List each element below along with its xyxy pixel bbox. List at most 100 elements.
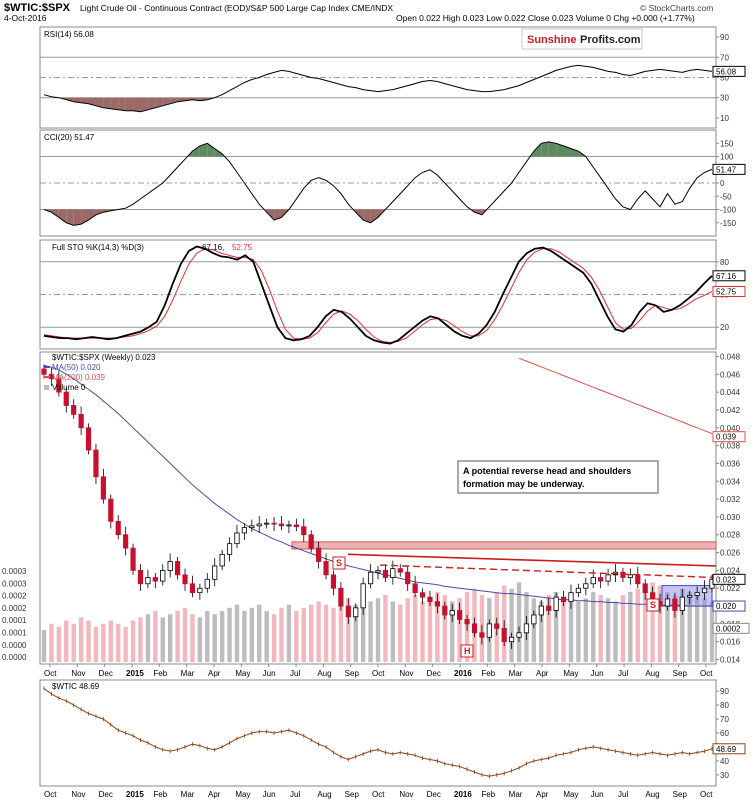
price-tick-label: 0.022 [720, 584, 741, 593]
volume-bar [145, 614, 151, 662]
volume-tick-label: 0.0003 [2, 567, 27, 576]
wtic-x-label: Aug [317, 790, 331, 799]
volume-bar [101, 623, 106, 662]
candle-body [367, 571, 374, 585]
stochastic-legend: Full STO %K(14,3) %D(3) [52, 243, 144, 252]
candle-body [249, 525, 255, 529]
price-x-label: May [235, 669, 250, 678]
volume-tick-label: 0.0000 [2, 641, 27, 650]
pattern-marker-box [332, 556, 346, 570]
wtic-x-label: Apr [536, 790, 549, 799]
candle-body [397, 568, 403, 573]
candle-body [598, 577, 604, 582]
candle-body [375, 570, 381, 573]
volume-bar [219, 611, 225, 662]
rsi-tick-label: 10 [720, 114, 729, 123]
volume-bar [138, 617, 143, 662]
volume-bar [294, 611, 299, 662]
candle-body [427, 596, 433, 603]
price-tick-label: 0.036 [720, 459, 741, 468]
candle-body [538, 605, 544, 616]
rsi-oversold-fill [110, 97, 119, 110]
volume-bar [576, 601, 581, 662]
cci-overbought-fill [199, 143, 208, 157]
volume-bar [153, 611, 158, 662]
candle-body [93, 449, 99, 478]
cci-overbought-fill [533, 143, 542, 157]
cci-tick-label: 0 [720, 179, 725, 188]
volume-bar [190, 614, 195, 662]
cci-overbought-fill [207, 143, 215, 157]
wtic-x-label: Jul [618, 790, 628, 799]
volume-bar [709, 601, 715, 662]
price-x-label: Oct [372, 669, 385, 678]
ma200-last-box [712, 431, 746, 443]
candle-body [115, 520, 121, 536]
volume-bar [331, 607, 336, 662]
price-x-label: Feb [481, 669, 495, 678]
wtic-x-label: Sep [345, 790, 360, 799]
price-tick-label: 0.028 [720, 531, 741, 540]
price-x-label: Nov [399, 669, 413, 678]
candle-body [382, 570, 389, 578]
candle-body [679, 596, 685, 611]
pattern-marker-label: S [650, 600, 656, 610]
brand-label: © StockCharts.com [640, 3, 713, 13]
volume-bar [591, 591, 596, 662]
volume-bar [234, 604, 240, 662]
ma200-line [518, 357, 713, 435]
volume-bar [257, 604, 262, 662]
volume-bar [687, 591, 692, 662]
price-x-label: Aug [645, 669, 659, 678]
candle-body [204, 578, 210, 589]
volume-bar [64, 620, 69, 662]
volume-bar [123, 626, 128, 662]
wtic-x-label: 2016 [454, 790, 472, 799]
cci-oversold-fill [474, 209, 482, 215]
volume-bar [212, 614, 217, 662]
candle-body [264, 522, 270, 525]
price-x-label: Jul [618, 669, 628, 678]
price-x-label: Feb [153, 669, 167, 678]
candle-body [130, 547, 136, 571]
volume-bar [316, 601, 321, 662]
ma50-last-box [712, 600, 746, 612]
rsi-last-label: 56.08 [716, 67, 737, 76]
volume-bar [71, 623, 76, 662]
wtic-x-label: Nov [399, 790, 413, 799]
wtic-x-label: Dec [99, 790, 113, 799]
volume-bar [420, 601, 425, 662]
volume-bar [116, 623, 121, 662]
price-x-label: Dec [427, 669, 441, 678]
candle-body [501, 627, 507, 643]
volume-tick-label: 0.0002 [2, 592, 27, 601]
volume-bar [583, 598, 589, 662]
resistance-zone [291, 541, 717, 550]
volume-bar [605, 598, 611, 662]
rsi-oversold-fill [103, 97, 111, 109]
volume-tick-label: 0.0000 [2, 653, 27, 662]
candle-body [353, 607, 359, 618]
candle-body [531, 614, 537, 625]
candle-body [449, 610, 455, 616]
price-x-label: Jul [290, 669, 300, 678]
price-legend: $WTIC:$SPX (Weekly) 0.023 [52, 353, 156, 362]
price-x-label: Apr [536, 669, 549, 678]
candle-body [494, 623, 500, 629]
candle-body [568, 592, 574, 603]
wtic-x-label: Oct [44, 790, 57, 799]
candle-body [701, 587, 708, 594]
candle-body [553, 596, 559, 611]
pattern-marker-box [646, 598, 660, 612]
rsi-tick-label: 90 [720, 33, 729, 42]
candle-body [160, 570, 166, 582]
candle-body [575, 587, 582, 594]
cci-oversold-fill [370, 209, 378, 223]
stochastic-k-value: 67.16, [202, 243, 224, 252]
candle-body [620, 571, 626, 578]
rsi-tick-label: 50 [720, 74, 729, 83]
price-x-label: Oct [44, 669, 57, 678]
wtic-x-label: Oct [700, 790, 713, 799]
cci-oversold-fill [88, 209, 96, 221]
volume-bar [264, 611, 269, 662]
